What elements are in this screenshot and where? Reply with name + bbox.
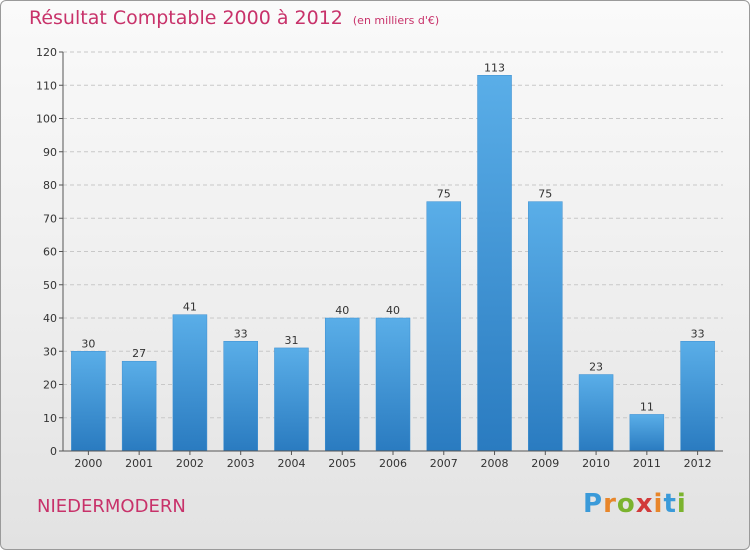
bar: [223, 341, 258, 452]
bar: [172, 314, 208, 452]
bar: [528, 201, 563, 452]
y-tick-label: 80: [43, 179, 57, 192]
data-label: 113: [484, 61, 505, 74]
chart-subtitle: (en milliers d'€): [352, 14, 440, 27]
x-tick-label: 2010: [582, 457, 610, 470]
logo-letter: x: [635, 489, 654, 519]
y-tick-label: 40: [43, 312, 57, 325]
labels: 0 10 20 30 40 50 60 70 80 90 100 110 120 30 2000 27 2001…: [36, 46, 712, 470]
bar: [426, 201, 462, 452]
data-label: 41: [183, 301, 197, 314]
bar: [680, 341, 715, 452]
bar: [477, 75, 512, 452]
bar: [71, 351, 106, 452]
x-tick-label: 2002: [176, 457, 204, 470]
x-tick-label: 2001: [125, 457, 153, 470]
y-tick-label: 100: [36, 113, 57, 126]
data-label: 75: [538, 188, 552, 201]
place-name: NIEDERMODERN: [37, 496, 186, 517]
logo-letter: t: [663, 489, 677, 519]
chart-title-row: Résultat Comptable 2000 à 2012 (en millie…: [29, 7, 439, 29]
logo-letter: r: [603, 489, 617, 519]
data-label: 23: [589, 361, 603, 374]
bar: [629, 414, 665, 452]
x-tick-label: 2004: [277, 457, 305, 470]
y-tick-label: 20: [43, 379, 57, 392]
bar: [274, 347, 309, 452]
x-tick-label: 2000: [74, 457, 102, 470]
logo-letter: i: [653, 489, 664, 519]
x-tick-label: 2012: [684, 457, 712, 470]
y-tick-label: 30: [43, 345, 57, 358]
bar: [375, 317, 411, 452]
y-tick-label: 120: [36, 46, 57, 59]
y-tick-label: 0: [50, 445, 57, 458]
bar: [578, 374, 614, 452]
x-tick-label: 2007: [430, 457, 458, 470]
axes: [59, 51, 723, 455]
y-tick-label: 110: [36, 79, 57, 92]
x-tick-label: 2005: [328, 457, 356, 470]
logo-letter: P: [583, 489, 604, 519]
data-label: 33: [234, 327, 248, 340]
bar: [121, 360, 157, 452]
bars: [71, 75, 715, 452]
y-tick-label: 50: [43, 279, 57, 292]
chart-title: Résultat Comptable 2000 à 2012: [29, 7, 343, 29]
data-label: 30: [81, 337, 95, 350]
y-tick-label: 60: [43, 246, 57, 259]
x-tick-label: 2009: [531, 457, 559, 470]
y-tick-label: 90: [43, 146, 57, 159]
data-label: 31: [284, 334, 298, 347]
y-tick-label: 10: [43, 412, 57, 425]
x-tick-label: 2011: [633, 457, 661, 470]
logo-letter: i: [676, 489, 687, 519]
data-label: 40: [386, 304, 400, 317]
logo-letter: o: [616, 489, 636, 519]
data-label: 11: [640, 400, 654, 413]
y-tick-label: 70: [43, 212, 57, 225]
bar: [324, 317, 360, 452]
data-label: 27: [132, 347, 146, 360]
proxiti-logo: Proxiti: [583, 489, 687, 519]
x-tick-label: 2008: [481, 457, 509, 470]
data-label: 33: [691, 327, 705, 340]
x-tick-label: 2006: [379, 457, 407, 470]
data-label: 40: [335, 304, 349, 317]
data-label: 75: [437, 188, 451, 201]
x-tick-label: 2003: [227, 457, 255, 470]
